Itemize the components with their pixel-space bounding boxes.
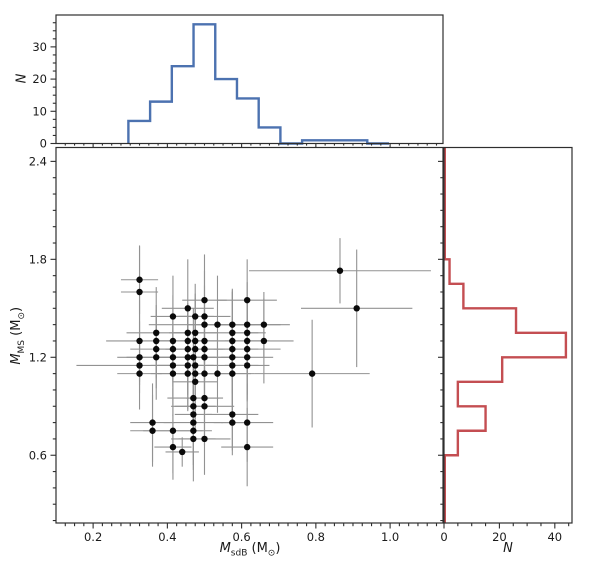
- svg-text:40: 40: [547, 530, 562, 544]
- tick-labels: 0.2 0.4 0.6 0.8 1.0 0.6 1.2 1.8 2.4 0 10 20 30 0 20 40: [29, 40, 562, 544]
- svg-text:1.8: 1.8: [29, 252, 47, 266]
- svg-text:1.2: 1.2: [29, 350, 47, 364]
- top-panel-y-axis-label: N: [15, 59, 30, 99]
- scatter-points: [136, 267, 360, 456]
- top-histogram-step: [127, 23, 389, 145]
- svg-text:30: 30: [32, 40, 47, 54]
- svg-text:1.0: 1.0: [381, 530, 399, 544]
- svg-text:20: 20: [32, 72, 47, 86]
- svg-text:0: 0: [440, 530, 447, 544]
- axis-ticks: [50, 22, 570, 529]
- right-panel-x-axis-label: N: [478, 541, 538, 556]
- svg-text:0.4: 0.4: [158, 530, 176, 544]
- svg-text:2.4: 2.4: [29, 154, 47, 168]
- right-panel-box: [443, 146, 573, 524]
- main-y-axis-label: MMS (M⊙): [9, 306, 27, 365]
- main-x-axis-label: MsdB (M⊙): [219, 541, 281, 559]
- top-y-label-text: N: [14, 73, 30, 84]
- svg-text:10: 10: [32, 104, 47, 118]
- main-panel-box: [55, 146, 444, 524]
- svg-text:0.8: 0.8: [307, 530, 325, 544]
- svg-text:20: 20: [492, 530, 507, 544]
- right-histogram-step: [443, 147, 568, 523]
- svg-text:0: 0: [40, 137, 47, 151]
- svg-text:0.6: 0.6: [29, 448, 47, 462]
- svg-text:0.6: 0.6: [232, 530, 250, 544]
- svg-text:0.2: 0.2: [84, 530, 102, 544]
- right-x-label-text: N: [503, 541, 513, 556]
